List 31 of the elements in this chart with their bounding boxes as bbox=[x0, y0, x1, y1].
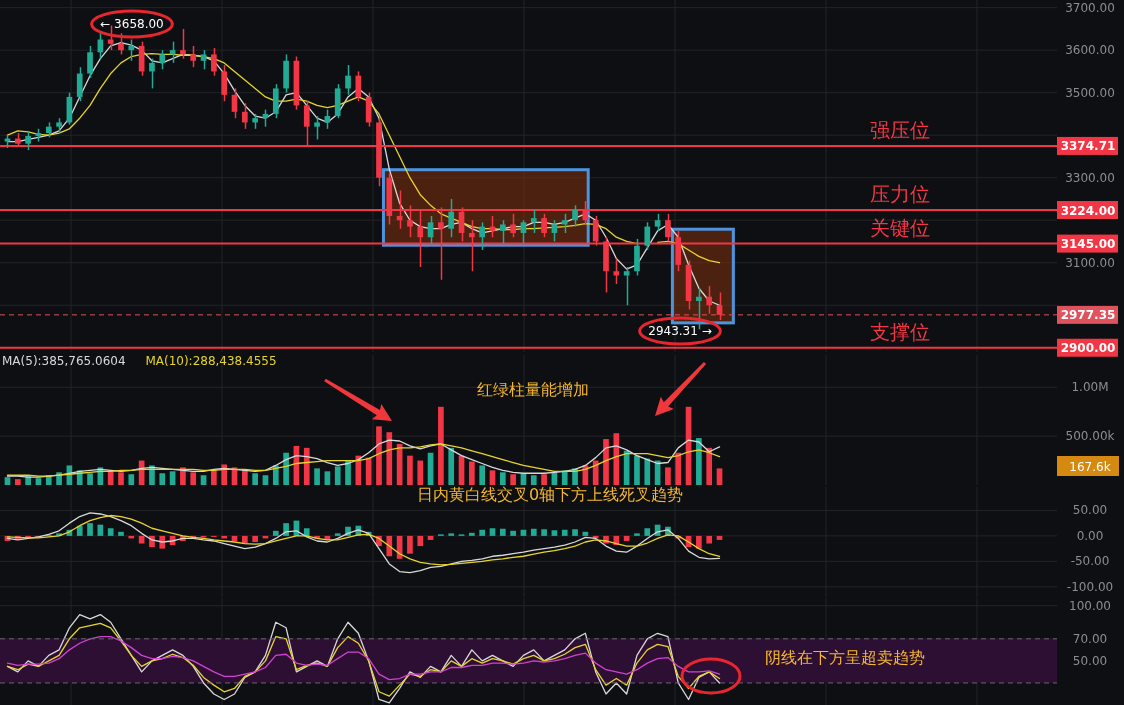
ref-line-label: 2977.35 bbox=[1060, 308, 1116, 323]
ref-line-label: 2900.00 bbox=[1060, 341, 1116, 356]
y-tick-label: 50.00 bbox=[1072, 503, 1108, 518]
ref-line-label: 3224.00 bbox=[1060, 203, 1116, 218]
annotation: 强压位 bbox=[870, 117, 930, 142]
annotation: 红绿柱量能增加 bbox=[477, 380, 589, 399]
y-tick-label: 50.00 bbox=[1072, 653, 1108, 668]
y-tick-label: 3600.00 bbox=[1065, 43, 1115, 58]
annotation: 支撑位 bbox=[870, 319, 930, 344]
text: MA(10):288,438.4555 bbox=[145, 354, 277, 368]
text: 167.6k bbox=[1069, 459, 1111, 474]
y-tick-label: -100.00 bbox=[1066, 579, 1114, 594]
text: MA(5):385,765.0604 bbox=[2, 354, 126, 368]
y-tick-label: 100.00 bbox=[1069, 598, 1111, 613]
annotation: ← 3658.00 bbox=[100, 17, 164, 31]
y-tick-label: -50.00 bbox=[1070, 554, 1110, 569]
text: 阴线在下方呈超卖趋势 bbox=[765, 648, 925, 667]
y-tick-label: 3500.00 bbox=[1065, 85, 1115, 100]
annotation: 日内黄白线交叉0轴下方上线死叉趋势 bbox=[416, 485, 684, 504]
y-tick-label: 0.00 bbox=[1076, 528, 1104, 543]
y-tick-label: 1.00M bbox=[1071, 380, 1109, 395]
annotation: 2943.31 → bbox=[648, 324, 712, 338]
y-tick-label: 3700.00 bbox=[1065, 0, 1115, 15]
y-tick-label: 3100.00 bbox=[1065, 255, 1115, 270]
ref-line-label: 3374.71 bbox=[1060, 139, 1116, 154]
annotation: 压力位 bbox=[870, 182, 930, 207]
ref-line-label: 3145.00 bbox=[1060, 237, 1116, 252]
y-tick-label: 3300.00 bbox=[1065, 170, 1115, 185]
y-tick-label: 70.00 bbox=[1072, 631, 1108, 646]
annotation: 关键位 bbox=[870, 215, 930, 240]
y-tick-label: 500.00k bbox=[1065, 429, 1115, 444]
